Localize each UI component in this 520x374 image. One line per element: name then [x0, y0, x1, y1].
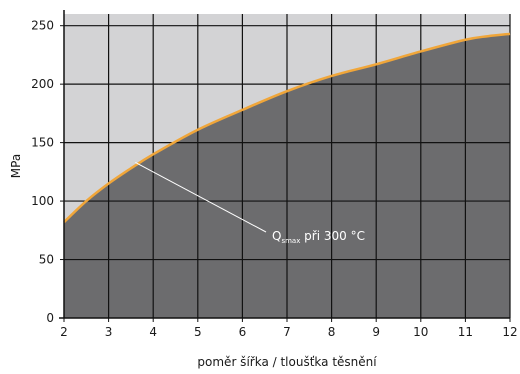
y-tick-label: 250 [31, 19, 54, 33]
x-tick-label: 9 [372, 325, 380, 339]
x-tick-label: 11 [458, 325, 473, 339]
axes [59, 10, 510, 319]
y-tick-label: 200 [31, 77, 54, 91]
x-tick-label: 8 [328, 325, 336, 339]
x-tick-label: 10 [413, 325, 428, 339]
series-line [63, 32, 511, 224]
annotation-leader-line [135, 162, 267, 233]
grid [64, 14, 511, 318]
x-tick-label: 2 [60, 325, 68, 339]
x-tick-label: 6 [239, 325, 247, 339]
y-tick-label: 50 [39, 253, 54, 267]
x-axis-title: poměr šířka / tloušťka těsnění [197, 355, 377, 369]
annotation-label: Qsmax při 300 °C [272, 229, 365, 245]
x-tick-label: 12 [502, 325, 517, 339]
x-tick-label: 3 [105, 325, 113, 339]
y-tick-label: 100 [31, 194, 54, 208]
tick-labels: 2 3 4 5 6 7 8 9 10 11 12 0 50 100 150 200 250 [31, 19, 518, 339]
x-tick-label: 7 [283, 325, 291, 339]
y-axis-title: MPa [9, 154, 23, 178]
x-tick-label: 4 [149, 325, 157, 339]
y-tick-label: 150 [31, 136, 54, 150]
x-tick-label: 5 [194, 325, 202, 339]
y-tick-label: 0 [46, 311, 54, 325]
